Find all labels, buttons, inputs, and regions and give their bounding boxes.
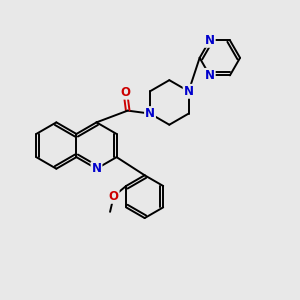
- Text: N: N: [145, 107, 155, 120]
- Text: N: N: [205, 34, 215, 47]
- Text: N: N: [184, 85, 194, 98]
- Text: O: O: [109, 190, 118, 203]
- Text: O: O: [120, 86, 130, 99]
- Text: N: N: [92, 162, 101, 175]
- Text: N: N: [205, 69, 215, 82]
